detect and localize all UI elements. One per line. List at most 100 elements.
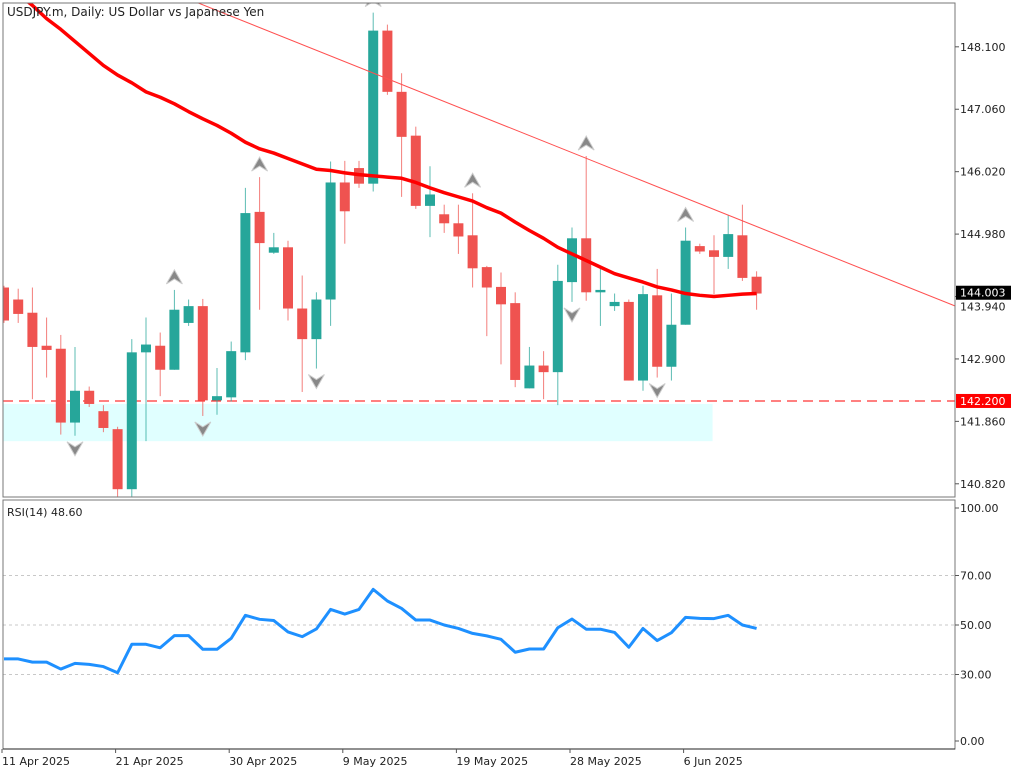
- candle-body: [126, 352, 137, 490]
- bearish-candle[interactable]: [467, 193, 478, 288]
- candle-body: [595, 289, 606, 293]
- bearish-candle[interactable]: [339, 160, 350, 244]
- candle-body: [41, 345, 52, 350]
- bearish-candle[interactable]: [751, 271, 762, 310]
- candle-body: [652, 295, 663, 367]
- bearish-candle[interactable]: [510, 292, 521, 388]
- bearish-candle[interactable]: [694, 243, 705, 254]
- bearish-candle[interactable]: [155, 332, 166, 397]
- bullish-candle[interactable]: [680, 227, 691, 325]
- rsi-panel[interactable]: [3, 575, 955, 675]
- bullish-candle[interactable]: [311, 292, 322, 369]
- bearish-candle[interactable]: [581, 156, 592, 301]
- bearish-candle[interactable]: [439, 204, 450, 233]
- bearish-candle[interactable]: [396, 73, 407, 197]
- price-tick-label: 143.940: [960, 301, 1006, 314]
- bullish-candle[interactable]: [609, 293, 620, 311]
- chart-title: USDJPY.m, Daily: US Dollar vs Japanese Y…: [7, 5, 264, 19]
- candle-body: [751, 276, 762, 294]
- rsi-line[interactable]: [4, 587, 757, 675]
- bearish-candle[interactable]: [112, 426, 123, 506]
- bearish-candle[interactable]: [84, 386, 95, 407]
- bullish-candle[interactable]: [638, 285, 648, 391]
- support-price-tag: [956, 393, 1011, 408]
- bearish-candle[interactable]: [623, 299, 634, 381]
- candle-body: [538, 365, 549, 373]
- bearish-candle[interactable]: [55, 334, 66, 435]
- bearish-candle[interactable]: [709, 235, 719, 295]
- bearish-candle[interactable]: [27, 287, 38, 400]
- candle-body: [297, 308, 308, 340]
- bearish-candle[interactable]: [197, 298, 208, 416]
- fractal-up-arrow-icon: [364, 3, 382, 8]
- candle-body: [680, 240, 691, 325]
- bearish-candle[interactable]: [737, 204, 748, 281]
- bearish-candle[interactable]: [283, 240, 293, 321]
- last-price-tag: [956, 285, 1011, 300]
- bullish-candle[interactable]: [325, 161, 336, 326]
- candle-body: [98, 411, 109, 428]
- bearish-candle[interactable]: [297, 275, 308, 392]
- bullish-candle[interactable]: [368, 12, 379, 192]
- bearish-candle[interactable]: [254, 177, 265, 310]
- time-tick-label: 21 Apr 2025: [116, 755, 184, 768]
- bearish-candle[interactable]: [41, 317, 52, 378]
- bullish-candle[interactable]: [268, 232, 279, 254]
- candle-body: [481, 267, 492, 288]
- bearish-candle[interactable]: [382, 24, 393, 95]
- bullish-candle[interactable]: [723, 215, 734, 269]
- fractal-down-arrow-icon: [66, 441, 84, 457]
- moving-average-line[interactable]: [4, 0, 757, 299]
- bearish-candle[interactable]: [453, 204, 464, 254]
- candle-body: [3, 287, 9, 321]
- candle-body: [623, 301, 634, 381]
- bearish-candle[interactable]: [0, 285, 9, 323]
- candle-body: [382, 30, 393, 92]
- bullish-candle[interactable]: [666, 293, 677, 381]
- candle-body: [141, 344, 151, 353]
- candle-body: [396, 91, 407, 137]
- fractal-up-arrow-icon: [464, 172, 482, 188]
- bullish-candle[interactable]: [169, 289, 180, 370]
- bullish-candle[interactable]: [70, 346, 80, 436]
- candle-body: [212, 396, 222, 401]
- bullish-candle[interactable]: [126, 339, 137, 542]
- trendline[interactable]: [190, 0, 955, 307]
- candle-body: [183, 306, 194, 323]
- rsi-tick-label: 30.00: [960, 669, 992, 682]
- time-tick-label: 6 Jun 2025: [684, 755, 743, 768]
- candle-body: [155, 345, 166, 370]
- candle-body: [638, 294, 648, 381]
- bullish-candle[interactable]: [183, 299, 194, 326]
- bullish-candle[interactable]: [240, 187, 251, 361]
- candle-body: [169, 309, 180, 370]
- bullish-candle[interactable]: [226, 341, 237, 402]
- price-tick-label: 146.020: [960, 166, 1006, 179]
- bullish-candle[interactable]: [425, 166, 435, 238]
- rsi-label: RSI(14) 48.60: [7, 506, 82, 519]
- bearish-candle[interactable]: [481, 265, 492, 337]
- bullish-candle[interactable]: [212, 367, 222, 415]
- bearish-candle[interactable]: [13, 288, 24, 323]
- bearish-candle[interactable]: [98, 405, 109, 433]
- fractal-down-arrow-icon: [307, 374, 325, 390]
- rsi-tick-label: 100.00: [960, 502, 999, 515]
- bearish-candle[interactable]: [538, 351, 549, 400]
- bearish-candle[interactable]: [410, 126, 421, 209]
- bullish-candle[interactable]: [552, 264, 563, 406]
- bullish-candle[interactable]: [524, 346, 535, 389]
- last-price-label: 144.003: [960, 287, 1006, 300]
- candle-body: [666, 324, 677, 367]
- candle-body: [13, 299, 24, 314]
- candle-body: [226, 351, 237, 398]
- bullish-candle[interactable]: [141, 317, 151, 442]
- candle-body: [524, 365, 535, 389]
- bullish-candle[interactable]: [567, 227, 577, 302]
- candle-body: [339, 182, 350, 212]
- bullish-candle[interactable]: [595, 265, 606, 326]
- price-panel[interactable]: [0, 0, 955, 562]
- time-tick-label: 30 Apr 2025: [229, 755, 297, 768]
- bearish-candle[interactable]: [496, 272, 506, 365]
